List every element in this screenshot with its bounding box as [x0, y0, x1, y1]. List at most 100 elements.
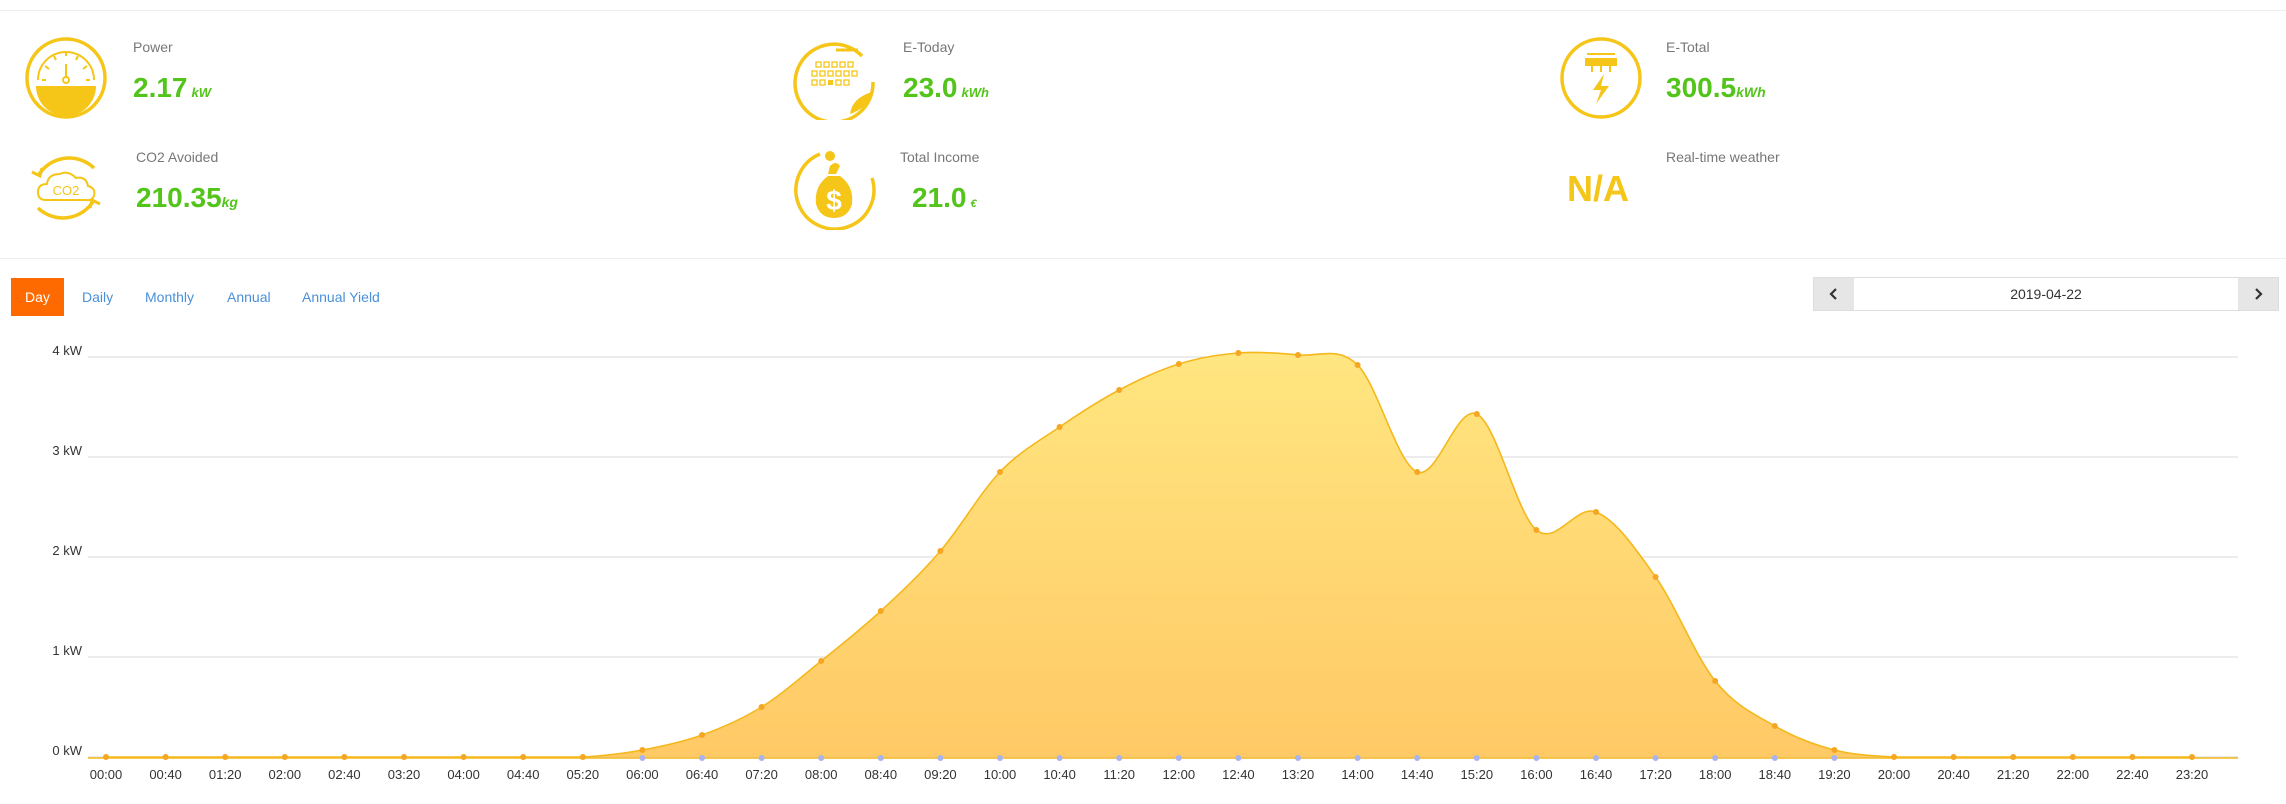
x-tick-label: 12:40: [1222, 767, 1255, 782]
gauge-icon: [24, 36, 108, 120]
x-tick-label: 00:00: [90, 767, 123, 782]
x-tick-label: 21:20: [1997, 767, 2030, 782]
money-bag-icon: $: [792, 146, 876, 231]
tab-annual[interactable]: Annual: [227, 289, 271, 305]
x-tick-label: 07:20: [745, 767, 778, 782]
prev-date-button[interactable]: [1814, 278, 1854, 310]
series-2-point: [1533, 755, 1540, 761]
series-2-point: [1414, 755, 1421, 761]
x-tick-label: 20:00: [1878, 767, 1911, 782]
date-navigator: 2019-04-22: [1813, 277, 2279, 311]
x-tick-label: 09:20: [924, 767, 957, 782]
power-point: [699, 732, 705, 738]
power-point: [2069, 754, 2076, 760]
x-tick-label: 17:20: [1639, 767, 1672, 782]
lightning-icon: [1559, 36, 1643, 120]
series-2-point: [997, 755, 1003, 761]
series-2-point: [1771, 755, 1778, 761]
tab-monthly[interactable]: Monthly: [145, 289, 195, 305]
e-today-number: 23.0: [903, 72, 958, 103]
power-point: [818, 658, 825, 664]
x-tick-label: 20:40: [1937, 767, 1970, 782]
power-point: [460, 754, 467, 760]
income-label: Total Income: [900, 149, 980, 165]
power-number: 2.17: [133, 72, 188, 103]
income-unit: €: [970, 198, 977, 210]
calendar-icon: [792, 36, 876, 124]
power-point: [1235, 350, 1242, 356]
x-tick-label: 12:00: [1163, 767, 1196, 782]
tab-day[interactable]: Day: [11, 278, 64, 316]
power-point: [222, 754, 229, 760]
x-tick-label: 16:00: [1520, 767, 1553, 782]
power-point: [1473, 411, 1480, 417]
x-tick-label: 22:40: [2116, 767, 2149, 782]
x-tick-label: 14:00: [1341, 767, 1374, 782]
power-point: [1771, 723, 1778, 729]
power-point: [937, 548, 944, 554]
current-date: 2019-04-22: [2010, 286, 2082, 302]
series-2-point: [1831, 755, 1838, 761]
x-tick-label: 13:20: [1282, 767, 1315, 782]
power-point: [1295, 352, 1301, 358]
weather-value: N/A: [1567, 168, 1629, 209]
y-tick-label: 3 kW: [52, 443, 82, 458]
series-2-point: [699, 755, 705, 761]
series-2-point: [758, 755, 765, 761]
series-2-point: [1473, 755, 1480, 761]
co2-value: 210.35kg: [136, 182, 238, 214]
power-point: [1593, 509, 1599, 515]
series-2-point: [1593, 755, 1599, 761]
power-value: 2.17 kW: [133, 72, 211, 104]
e-today-unit: kWh: [961, 85, 989, 100]
co2-label: CO2 Avoided: [136, 149, 219, 165]
series-2-point: [1235, 755, 1242, 761]
power-point: [1950, 754, 1957, 760]
co2-number: 210.35: [136, 182, 222, 213]
series-2-point: [1175, 755, 1182, 761]
x-tick-label: 10:00: [984, 767, 1017, 782]
power-point: [1891, 754, 1897, 760]
e-total-number: 300.5: [1666, 72, 1737, 103]
y-tick-label: 4 kW: [52, 343, 82, 358]
tab-daily[interactable]: Daily: [82, 289, 114, 305]
power-label: Power: [133, 39, 173, 55]
y-tick-label: 0 kW: [52, 743, 82, 758]
power-point: [1056, 424, 1063, 430]
power-point: [2189, 754, 2195, 760]
top-divider: [0, 10, 2286, 11]
x-tick-label: 01:20: [209, 767, 242, 782]
power-point: [2129, 754, 2136, 760]
power-point: [1354, 362, 1361, 368]
power-point: [997, 469, 1003, 475]
power-line: [105, 351, 2192, 758]
e-total-label: E-Total: [1666, 39, 1710, 55]
power-point: [401, 754, 407, 760]
power-point: [639, 747, 646, 753]
x-tick-label: 18:00: [1699, 767, 1732, 782]
x-tick-label: 04:40: [507, 767, 540, 782]
power-point: [520, 754, 527, 760]
chevron-right-icon: [2255, 288, 2263, 300]
power-point: [1652, 574, 1659, 580]
co2-unit: kg: [221, 194, 238, 210]
x-tick-label: 02:40: [328, 767, 361, 782]
series-2-point: [639, 755, 646, 761]
power-point: [341, 754, 348, 760]
tab-annual-yield[interactable]: Annual Yield: [302, 289, 380, 305]
x-tick-label: 08:40: [865, 767, 898, 782]
x-tick-label: 11:20: [1103, 767, 1135, 782]
series-2-point: [1652, 755, 1659, 761]
series-2-point: [1712, 755, 1719, 761]
power-point: [1175, 361, 1182, 367]
power-point: [877, 608, 884, 614]
x-tick-label: 06:40: [686, 767, 719, 782]
next-date-button[interactable]: [2238, 278, 2278, 310]
x-tick-label: 00:40: [149, 767, 182, 782]
weather-label: Real-time weather: [1666, 149, 1780, 165]
e-today-value: 23.0 kWh: [903, 72, 989, 104]
power-point: [1533, 527, 1540, 533]
x-tick-label: 14:40: [1401, 767, 1434, 782]
series-2-point: [1056, 755, 1063, 761]
x-tick-label: 02:00: [269, 767, 302, 782]
